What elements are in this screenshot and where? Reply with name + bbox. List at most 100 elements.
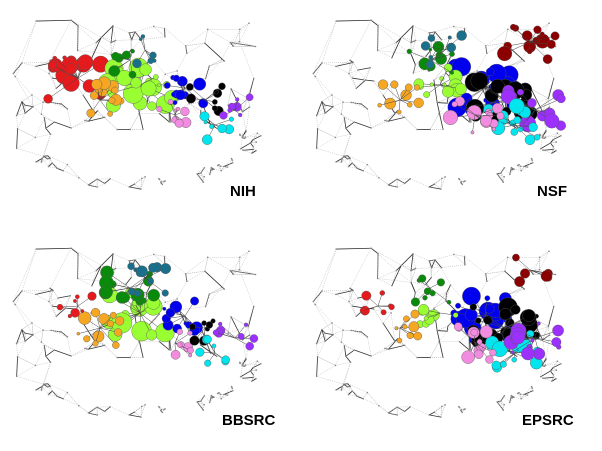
network-node-minor [215,355,218,358]
cluster-node-blue [455,302,461,309]
network-edge [197,401,205,405]
network-edge [196,173,204,183]
network-node-minor [218,163,220,166]
network-edge [16,333,26,344]
network-node-minor [545,129,547,132]
network-edge [205,59,223,79]
network-edge [527,388,533,396]
network-node-minor [130,39,133,41]
network-node-minor [256,360,259,362]
network-node-minor [255,369,258,371]
network-node-minor [428,414,430,416]
network-edge [65,307,74,310]
cluster-edge [215,332,236,339]
network-edge [110,406,130,416]
network-edge [242,377,252,382]
network-edge [410,268,416,271]
network-edge [378,405,389,414]
network-edge [548,306,555,327]
network-node-minor [202,409,205,411]
network-node-minor [42,155,45,158]
cluster-node-pink [176,328,183,335]
network-edge [110,178,130,188]
network-edge [485,42,505,47]
network-node-minor [49,287,51,290]
network-edge [196,395,205,403]
network-edge [437,330,448,332]
cluster-node-lime [130,77,142,89]
network-node-minor [241,136,244,139]
network-edge [509,60,525,67]
network-edge [43,362,51,385]
cluster-edge [142,36,146,51]
network-node-minor [203,175,205,178]
network-node-minor [128,260,131,262]
network-edge [134,406,142,413]
network-node-minor [226,394,229,396]
network-edge [48,162,53,167]
network-edge [503,176,505,183]
network-edge [16,148,44,157]
network-edge [530,269,540,271]
network-edge [67,392,80,406]
network-node-minor [200,400,202,402]
cluster-node-blue [462,286,481,306]
cluster-node-red [75,294,80,300]
network-edge [377,253,397,271]
network-edge [129,186,141,190]
network-edge [313,248,337,302]
network-node-minor [69,294,72,297]
network-edge [377,278,393,286]
network-edge [140,406,143,418]
network-edge [209,288,225,295]
network-edge [15,62,23,77]
network-node-minor [248,334,251,336]
network-edge [94,341,105,346]
network-node-minor [378,404,380,407]
network-edge [388,178,398,186]
cluster-node-black [212,99,218,105]
network-edge [70,20,112,43]
network-edge [134,178,142,185]
network-edge [48,158,51,167]
network-node-minor [43,116,46,119]
network-node-minor [315,375,318,378]
network-edge [316,333,326,344]
network-node-minor [510,166,513,169]
network-edge [204,395,210,403]
network-edge [233,269,240,275]
network-node-minor [552,77,555,80]
network-node-minor [503,403,505,406]
network-edge [321,248,337,292]
network-node-minor [503,175,505,178]
network-edge [316,365,336,377]
network-edge [131,267,142,278]
network-edge [52,390,64,399]
network-edge [394,113,405,118]
network-edge [159,113,170,123]
network-node-minor [352,61,354,64]
network-node-minor [163,408,165,411]
network-node-minor [213,396,215,398]
network-node-minor [96,178,98,180]
cluster-node-green [111,52,120,61]
cluster-node-black [510,304,521,315]
cluster-node-orange [407,102,413,108]
network-edge [394,341,405,346]
network-node-minor [543,365,546,368]
network-edge [401,265,416,269]
network-edge [348,297,359,302]
cluster-node-pink [167,99,174,105]
network-edge [31,94,44,103]
network-edge [233,41,240,47]
network-edge [36,247,72,250]
panel-nih: NIH [12,19,262,200]
network-node-minor [103,344,106,347]
network-node-minor [552,138,554,141]
network-node-minor [351,390,354,392]
network-edge [65,295,71,309]
network-edge [165,301,180,311]
network-node-minor [382,94,385,97]
network-node-minor [243,365,246,368]
network-node-minor [355,315,358,318]
